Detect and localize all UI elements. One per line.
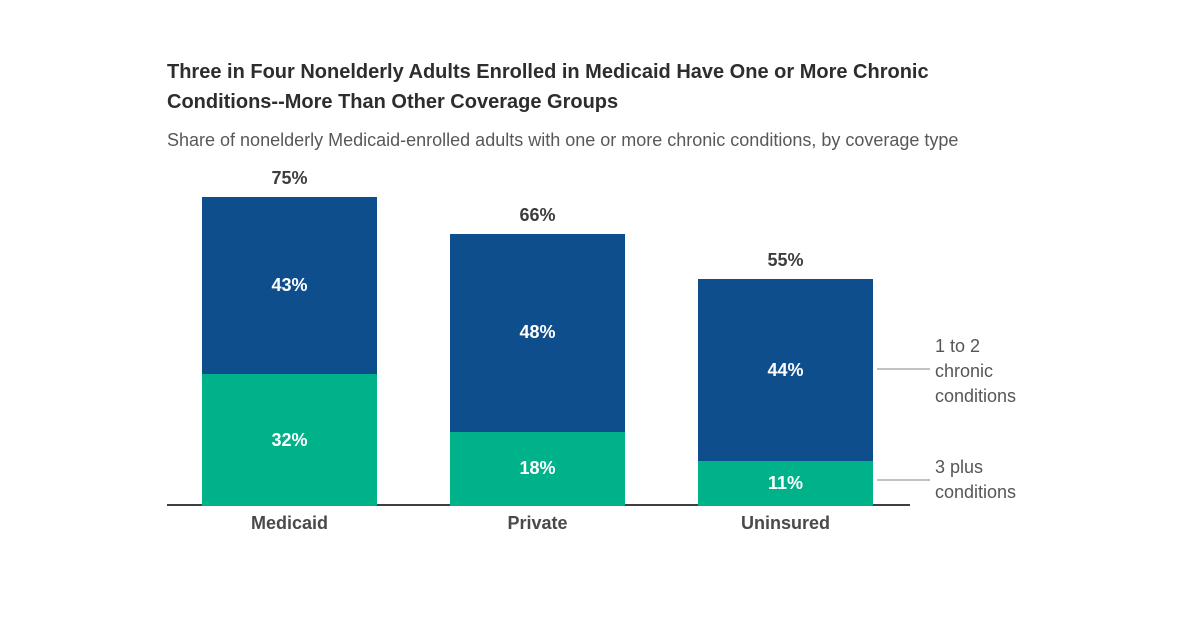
category-label-medicaid: Medicaid [250, 513, 329, 533]
bar-total-label: 66% [519, 205, 556, 226]
bar-segment-1-to-2-chronic-conditions-uninsured: 44% [698, 279, 873, 461]
segment-value-label: 11% [767, 472, 804, 493]
annotation-connector-line [877, 368, 930, 370]
segment-value-label: 44% [767, 359, 804, 380]
annotation-1-to-2-chronic-conditions: 1 to 2 chronic conditions [935, 336, 1017, 406]
category-label-uninsured: Uninsured [740, 513, 830, 533]
bar-total-label: 55% [767, 250, 804, 271]
bar-segment-3-plus-conditions-uninsured: 11% [698, 460, 873, 506]
bar-total-label: 75% [271, 168, 308, 188]
bar-segment-3-plus-conditions-medicaid: 32% [202, 374, 377, 506]
bar-segment-3-plus-conditions-private: 18% [450, 431, 625, 506]
annotation-3-plus-conditions: 3 plus conditions [935, 457, 1017, 502]
chart-title: Three in Four Nonelderly Adults Enrolled… [167, 61, 929, 113]
segment-value-label: 32% [271, 429, 308, 450]
category-label-private: Private [507, 513, 568, 533]
bar-segment-1-to-2-chronic-conditions-private: 48% [450, 234, 625, 432]
chart-subtitle: Share of nonelderly Medicaid-enrolled ad… [167, 130, 959, 150]
segment-value-label: 43% [271, 275, 308, 296]
bar-segment-1-to-2-chronic-conditions-medicaid: 43% [202, 197, 377, 375]
annotation-connector-line [877, 479, 930, 481]
segment-value-label: 48% [519, 322, 556, 343]
segment-value-label: 18% [519, 458, 556, 479]
